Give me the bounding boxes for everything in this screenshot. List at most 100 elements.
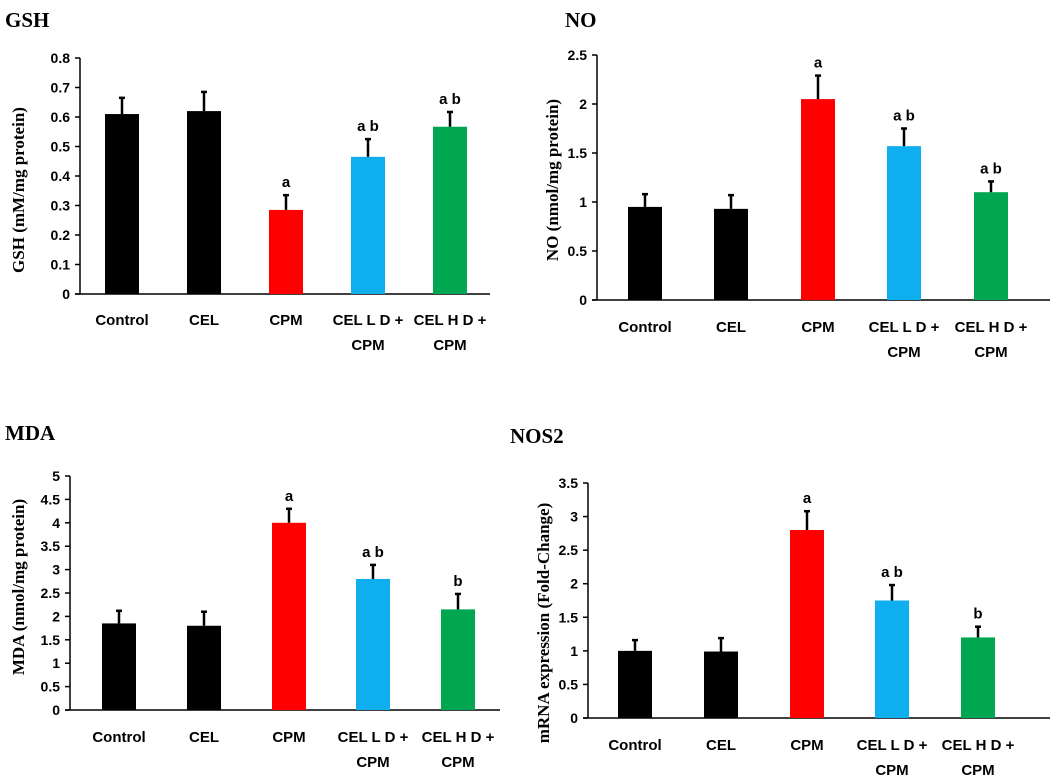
significance-label: a b	[980, 160, 1002, 177]
x-tick-label: CPM	[887, 344, 920, 361]
x-tick-label: CEL	[189, 729, 219, 746]
bar-cpm	[272, 522, 306, 710]
x-tick-label: CPM	[974, 344, 1007, 361]
y-tick-label: 1.5	[568, 145, 588, 161]
y-tick-label: 1	[570, 643, 578, 659]
x-tick-label: CPM	[790, 737, 823, 754]
x-tick-label: Control	[618, 319, 671, 336]
y-tick-label: 0.6	[51, 109, 71, 125]
bar-control	[618, 650, 652, 718]
y-tick-label: 0.3	[51, 198, 71, 214]
bar-cel-h-d-cpm	[974, 192, 1008, 300]
significance-label: a b	[881, 564, 903, 581]
y-tick-label: 2	[52, 608, 60, 624]
y-tick-label: 0	[579, 292, 587, 308]
x-tick-label: Control	[92, 729, 145, 746]
x-tick-label: CEL L D +	[869, 319, 940, 336]
bar-cpm	[790, 530, 824, 718]
chart-gsh: GSH GSH (mM/mg protein) 0 0.1 0.2 0.3 0.4 0.5 0.…	[5, 8, 490, 354]
y-tick-label: 0.7	[51, 80, 71, 96]
chart-title: MDA	[5, 421, 56, 445]
y-tick-label: 0.2	[51, 227, 71, 243]
x-tick-label: CEL L D +	[857, 737, 928, 754]
bar-cel-l-d-cpm	[351, 156, 385, 294]
y-tick-label: 2	[579, 96, 587, 112]
significance-label: a	[285, 488, 294, 505]
x-tick-label: CPM	[801, 319, 834, 336]
y-tick-label: 2.5	[559, 542, 579, 558]
bar-cel-l-d-cpm	[875, 600, 909, 718]
x-tick-label: CEL L D +	[338, 729, 409, 746]
y-tick-label: 4.5	[41, 491, 61, 507]
significance-label: a	[803, 490, 812, 507]
y-tick-label: 3	[570, 509, 578, 525]
y-tick-label: 1.5	[41, 632, 61, 648]
y-tick-label: 0.5	[559, 676, 579, 692]
y-axis-label: GSH (mM/mg protein)	[9, 107, 28, 273]
chart-nos2: NOS2 mRNA expression (Fold-Change) 0 0.5 1 1.…	[510, 424, 1050, 779]
y-tick-label: 1.5	[559, 609, 579, 625]
y-axis-label: mRNA expression (Fold-Change)	[534, 503, 553, 744]
bar-cpm	[801, 99, 835, 300]
x-tick-label: CPM	[269, 312, 302, 329]
y-tick-label: 0.5	[41, 679, 61, 695]
y-tick-label: 0.5	[568, 243, 588, 259]
y-tick-label: 0.8	[51, 50, 71, 66]
x-tick-label: CPM	[875, 762, 908, 779]
y-tick-label: 0	[52, 702, 60, 718]
y-tick-label: 4	[52, 515, 60, 531]
chart-title: GSH	[5, 8, 49, 32]
x-tick-label: CEL H D +	[414, 312, 487, 329]
bar-cel-l-d-cpm	[356, 578, 390, 710]
y-tick-label: 3.5	[41, 538, 61, 554]
bar-cel	[714, 208, 748, 300]
significance-label: b	[453, 573, 462, 590]
significance-label: a b	[362, 544, 384, 561]
y-tick-label: 1	[579, 194, 587, 210]
significance-label: a b	[357, 118, 379, 135]
y-tick-label: 2.5	[41, 585, 61, 601]
x-tick-label: CPM	[441, 754, 474, 771]
y-tick-label: 0.4	[51, 168, 71, 184]
x-tick-label: CEL H D +	[422, 729, 495, 746]
y-tick-label: 1	[52, 655, 60, 671]
significance-label: a b	[439, 91, 461, 108]
bar-cel-h-d-cpm	[961, 637, 995, 718]
chart-no: NO NO (nmol/mg protein) 0 0.5 1 1.5 2 2.5 Contro…	[543, 8, 1050, 361]
significance-label: b	[973, 606, 982, 623]
significance-label: a b	[893, 108, 915, 125]
y-tick-label: 0.1	[51, 257, 71, 273]
y-tick-label: 0	[570, 710, 578, 726]
chart-title: NO	[565, 8, 597, 32]
x-tick-label: Control	[95, 312, 148, 329]
bar-cel	[187, 625, 221, 710]
x-tick-label: CPM	[433, 337, 466, 354]
x-tick-label: CEL	[189, 312, 219, 329]
y-axis-label: NO (nmol/mg protein)	[543, 99, 562, 261]
bar-control	[628, 206, 662, 300]
bar-control	[105, 114, 139, 294]
y-tick-label: 5	[52, 468, 60, 484]
x-tick-label: CEL	[706, 737, 736, 754]
x-tick-label: CPM	[356, 754, 389, 771]
y-tick-label: 2	[570, 576, 578, 592]
chart-mda: MDA MDA (nmol/mg protein) 0 0.5 1 1.5 2 2.5 3 3.5…	[5, 421, 500, 771]
y-tick-label: 3.5	[559, 475, 579, 491]
significance-label: a	[814, 55, 823, 72]
x-tick-label: CPM	[351, 337, 384, 354]
x-tick-label: Control	[608, 737, 661, 754]
x-tick-label: CEL	[716, 319, 746, 336]
bar-cpm	[269, 209, 303, 294]
y-tick-label: 2.5	[568, 47, 588, 63]
y-tick-label: 0	[62, 286, 70, 302]
bar-cel-h-d-cpm	[441, 609, 475, 710]
significance-label: a	[282, 174, 291, 191]
bar-cel	[704, 651, 738, 718]
bar-control	[102, 623, 136, 710]
bar-cel	[187, 111, 221, 294]
y-axis-label: MDA (nmol/mg protein)	[9, 499, 28, 675]
chart-title: NOS2	[510, 424, 564, 448]
x-tick-label: CEL L D +	[333, 312, 404, 329]
